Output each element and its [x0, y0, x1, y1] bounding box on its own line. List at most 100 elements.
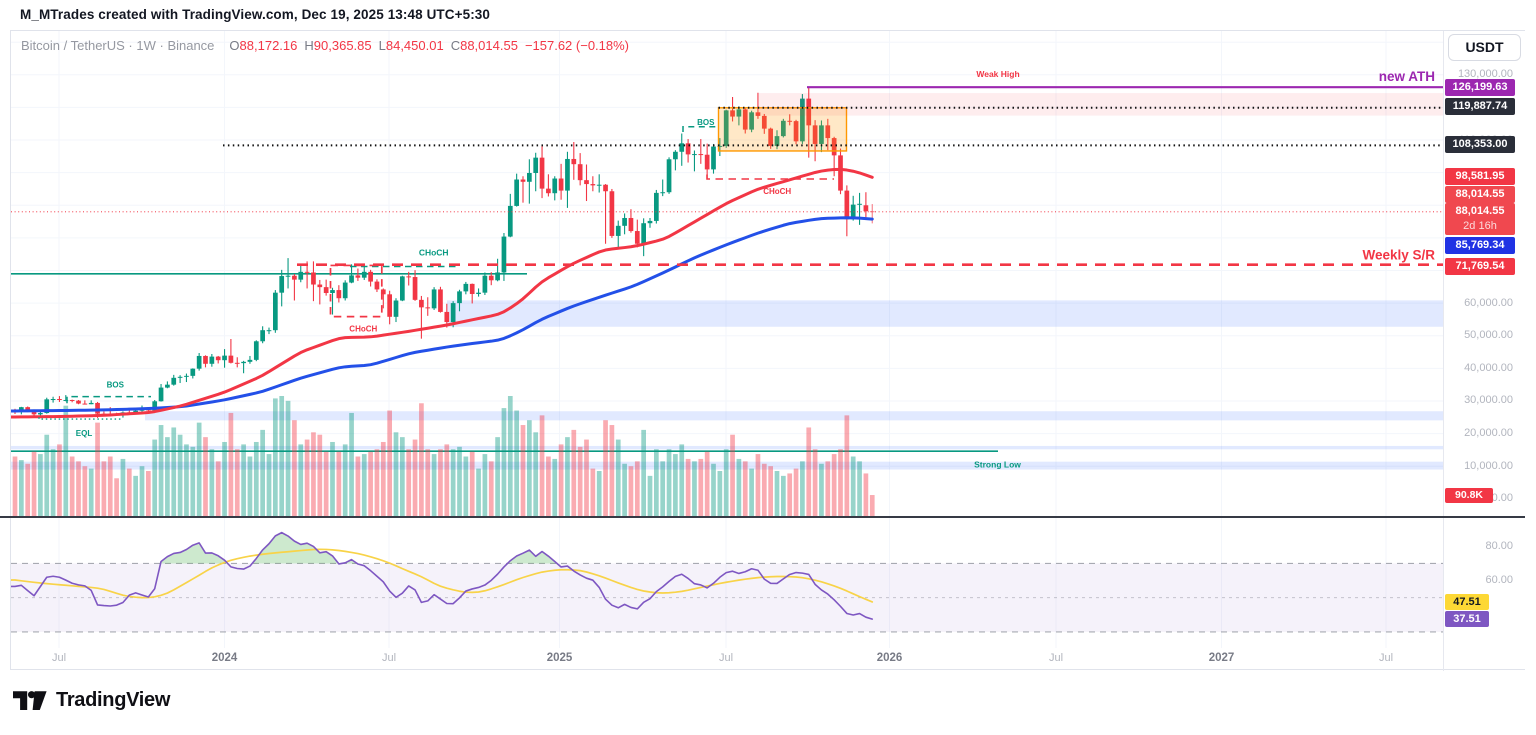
volume-bars — [12, 396, 875, 517]
candle-body — [520, 179, 526, 182]
volume-bar — [19, 460, 24, 517]
demand-band-60k[interactable] — [447, 300, 1443, 327]
ma-slow-line — [11, 216, 874, 413]
volume-bar — [774, 471, 780, 517]
supply-band-pink[interactable] — [759, 93, 1443, 116]
demand-band-16k[interactable] — [11, 445, 1443, 450]
annotation-eql-2023[interactable]: EQL — [76, 429, 93, 438]
volume-bar — [577, 446, 583, 517]
volume-bar — [400, 437, 405, 517]
volume-bar — [273, 398, 278, 517]
volume-bar — [298, 444, 304, 517]
candle-body — [571, 158, 577, 165]
candle-body — [412, 277, 418, 300]
candle-body — [641, 223, 646, 244]
candle-body — [679, 143, 685, 152]
volume-bar — [50, 449, 56, 517]
candle-body — [654, 192, 659, 221]
volume-bar — [857, 461, 862, 517]
pane-separator[interactable] — [0, 516, 1525, 518]
tradingview-logo: TradingView — [13, 689, 170, 712]
demand-band-25k[interactable] — [145, 411, 1443, 421]
candle-body — [825, 125, 831, 139]
annotation-new-ath[interactable]: new ATH — [1379, 69, 1435, 84]
candle-body — [755, 112, 761, 116]
volume-bar — [82, 466, 88, 517]
volume-bar — [203, 437, 208, 517]
level-lines[interactable] — [11, 86, 1443, 267]
volume-bar — [844, 415, 850, 517]
candle-body — [298, 271, 304, 280]
volume-bar — [241, 444, 246, 517]
candle-body — [279, 276, 285, 293]
volume-bar — [38, 454, 43, 517]
candle-body — [514, 179, 519, 206]
candle-body — [673, 151, 678, 160]
volume-bar — [69, 456, 75, 517]
volume-bar — [539, 415, 545, 517]
rsi-overbought-fill — [160, 532, 557, 564]
annotation-weak-high[interactable]: Weak High — [976, 69, 1019, 79]
price-zones[interactable] — [11, 300, 1443, 470]
annotation-choch-2024-teal[interactable]: CHoCH — [419, 248, 449, 258]
candle-body — [781, 120, 786, 137]
candle-body — [273, 292, 278, 331]
currency-button[interactable]: USDT — [1448, 34, 1521, 61]
volume-bar — [730, 434, 735, 517]
bos-2023-line[interactable] — [66, 395, 151, 404]
annotation-bos-2025[interactable]: BOS — [697, 118, 715, 127]
annotation-choch-2024-red[interactable]: CHoCH — [349, 325, 377, 334]
volume-bar — [704, 451, 710, 517]
candle-body — [425, 307, 431, 309]
candle-body — [431, 289, 437, 309]
volume-bar — [126, 468, 132, 517]
volume-bar — [44, 434, 50, 517]
candle-body — [222, 355, 227, 361]
bos-2025-line[interactable] — [682, 126, 719, 132]
annotation-strong-low[interactable]: Strong Low — [974, 460, 1021, 470]
ohlc-key-H: H — [304, 38, 314, 53]
volume-bar — [533, 432, 539, 517]
candle-body — [374, 281, 380, 290]
volume-bar — [323, 451, 329, 517]
candle-body — [819, 125, 824, 144]
volume-bar — [330, 441, 335, 517]
candle-body — [552, 178, 558, 194]
candle-body — [406, 276, 412, 278]
candle-body — [768, 128, 773, 146]
volume-bar — [247, 456, 253, 517]
candle-body — [622, 217, 627, 226]
chart-canvas[interactable]: Weak High new ATH Weekly S/R Strong Low BOS E… — [11, 31, 1526, 671]
volume-bar — [120, 458, 126, 517]
choch-2025-line[interactable] — [706, 174, 834, 180]
candle-body — [368, 271, 373, 282]
volume-bar — [749, 468, 754, 517]
annotation-bos-2023[interactable]: BOS — [107, 381, 125, 390]
volume-bar — [146, 471, 151, 517]
chart-widget: Weak High new ATH Weekly S/R Strong Low BOS E… — [10, 30, 1526, 671]
volume-bar — [596, 471, 602, 517]
volume-bar — [812, 449, 818, 517]
volume-bar — [152, 439, 158, 517]
volume-bar — [444, 444, 450, 517]
candle-body — [476, 292, 481, 294]
annotations[interactable]: Weak High new ATH Weekly S/R Strong Low BOS E… — [76, 69, 1435, 470]
candle-body — [76, 400, 81, 404]
supply-zone-box[interactable] — [717, 107, 848, 152]
candle-body — [844, 190, 850, 220]
volume-bar — [431, 454, 437, 517]
ohlc-value-C: 88,014.55 — [460, 38, 518, 53]
candle-body — [177, 376, 183, 378]
candle-body — [419, 299, 424, 308]
annotation-weekly-sr[interactable]: Weekly S/R — [1362, 248, 1435, 263]
annotation-choch-2025-red[interactable]: CHoCH — [763, 187, 791, 196]
structure-drawings[interactable] — [38, 93, 1443, 420]
change-value: −157.62 (−0.18%) — [524, 38, 630, 53]
volume-bar — [501, 408, 507, 517]
volume-bar — [285, 400, 291, 517]
support-lines[interactable] — [11, 273, 998, 453]
volume-bar — [380, 441, 386, 517]
demand-band-10k[interactable] — [11, 461, 1443, 470]
volume-bar — [476, 468, 481, 517]
candle-body — [342, 282, 348, 299]
